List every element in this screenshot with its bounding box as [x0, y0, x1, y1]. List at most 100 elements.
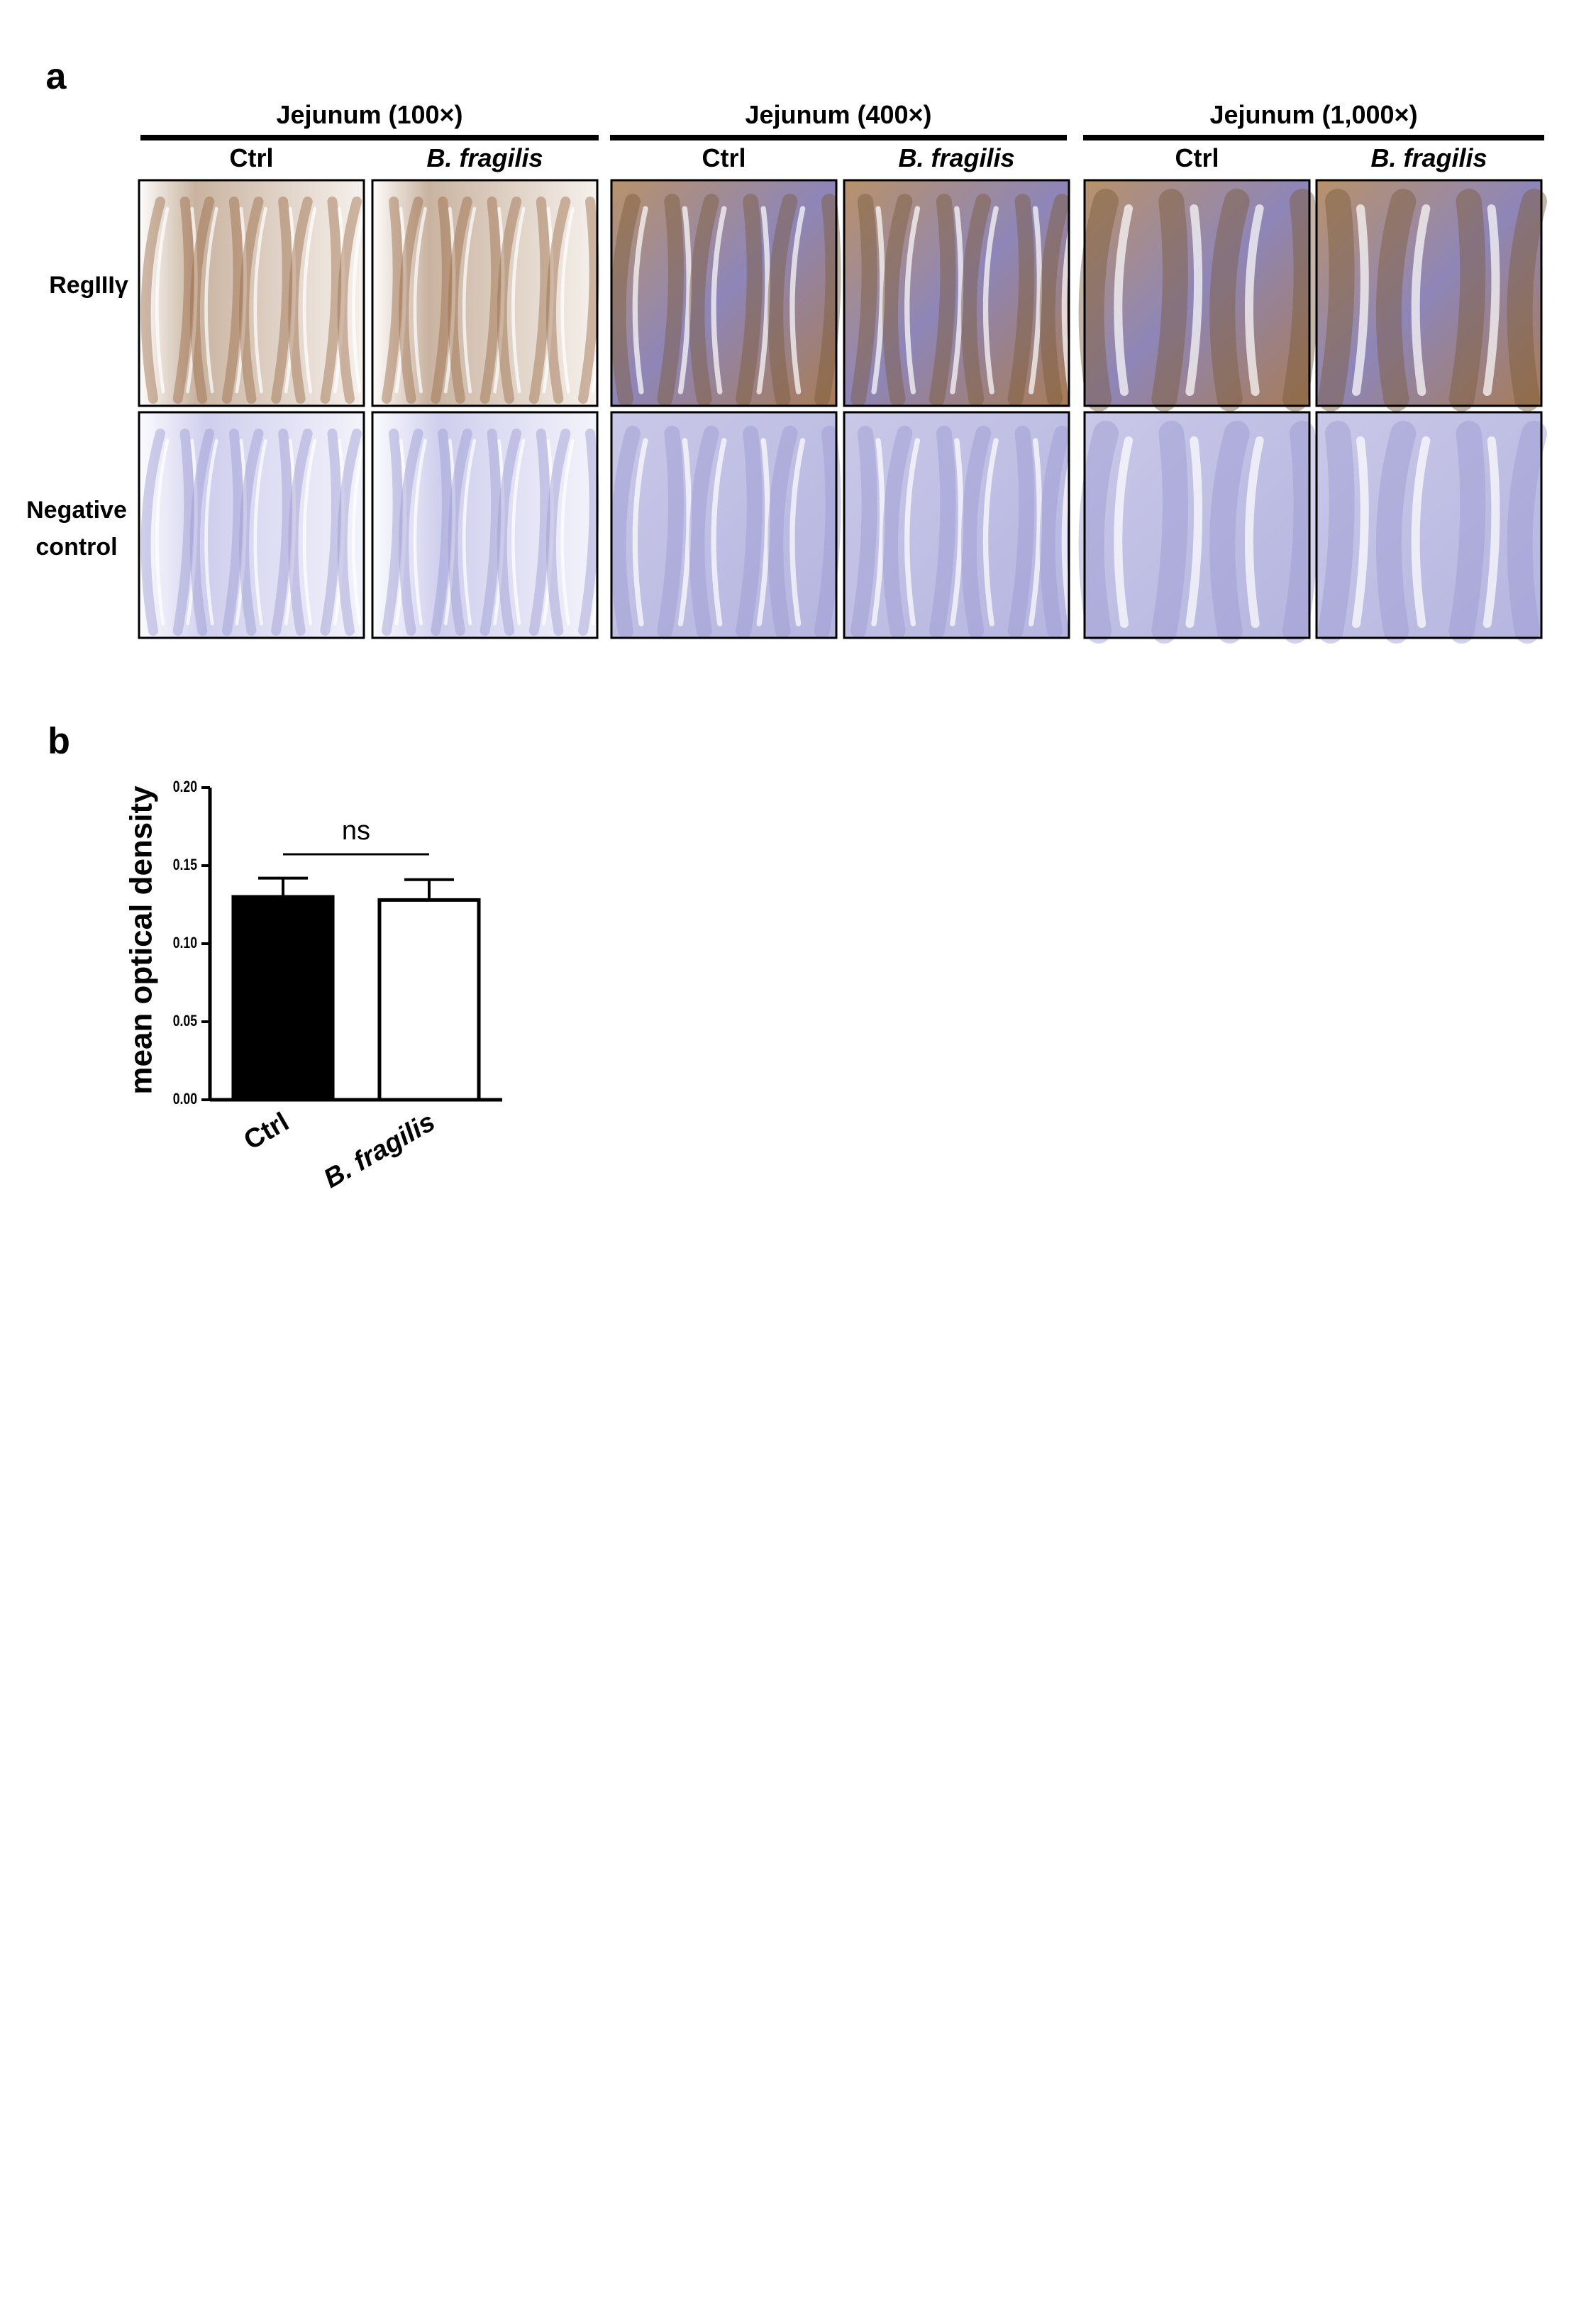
lumen	[756, 438, 770, 627]
tissue-texture	[399, 197, 423, 404]
tissue-texture	[288, 429, 313, 636]
tissue-texture	[1209, 421, 1250, 644]
lumen	[1185, 436, 1203, 628]
lumen	[560, 438, 575, 626]
y-tick-label: 0.15	[173, 856, 197, 873]
lumen	[1028, 206, 1043, 395]
lumen	[493, 206, 505, 394]
lumen	[186, 438, 198, 626]
lumen	[789, 438, 806, 627]
row-label: Negative control	[26, 497, 127, 561]
micrograph-border	[371, 179, 599, 407]
tissue-texture	[736, 426, 763, 639]
tissue-texture	[610, 194, 641, 407]
tissue-texture	[1007, 194, 1035, 407]
tissue-texture	[545, 197, 571, 404]
tissue-texture	[497, 197, 522, 404]
tissue-texture	[929, 194, 956, 407]
lumen	[1185, 204, 1203, 396]
tissue-texture	[578, 429, 599, 636]
tissue-texture	[480, 429, 501, 636]
lumen	[982, 438, 999, 627]
lumen	[284, 438, 297, 626]
group-title: Jejunum (400×)	[745, 100, 932, 129]
lumen	[789, 206, 806, 395]
lumen	[351, 206, 366, 394]
tissue-texture	[320, 197, 341, 404]
lumen	[632, 206, 648, 395]
lumen	[302, 438, 317, 626]
lumen	[711, 438, 727, 627]
tissue-texture	[431, 197, 452, 404]
micrograph	[1317, 180, 1541, 406]
y-tick-label: 0.10	[173, 934, 197, 951]
micrograph-border	[371, 411, 599, 639]
lumen	[677, 438, 692, 627]
lumen	[394, 438, 407, 626]
y-tick-label: 0.05	[173, 1013, 197, 1030]
micrograph	[372, 412, 597, 638]
lumen	[253, 438, 267, 626]
tissue-texture	[767, 426, 798, 639]
group-title: Jejunum (100×)	[276, 100, 463, 129]
panel-label: b	[48, 721, 70, 762]
micrograph-border	[1315, 411, 1543, 639]
micrograph	[139, 412, 364, 638]
bar	[377, 898, 481, 1102]
tissue-texture	[1078, 421, 1119, 644]
lumen	[677, 206, 692, 395]
column-label: Ctrl	[1175, 143, 1219, 172]
tissue-texture	[448, 429, 472, 636]
significance-label: ns	[342, 816, 370, 846]
tissue-texture	[221, 429, 243, 636]
tissue-texture	[1078, 189, 1119, 412]
lumen	[904, 206, 921, 395]
tissue-texture	[1507, 421, 1547, 644]
tissue-texture	[528, 197, 550, 404]
tissue-texture	[1318, 421, 1355, 644]
tissue-texture	[1375, 421, 1417, 644]
tissue-texture	[271, 197, 292, 404]
lumen	[235, 206, 247, 394]
micrograph-border	[1083, 179, 1311, 407]
lumen	[462, 206, 477, 394]
lumen	[186, 206, 198, 394]
tissue-texture	[480, 197, 501, 404]
y-tick-label: 0.20	[173, 778, 197, 795]
lumen	[284, 206, 297, 394]
tissue-texture	[736, 194, 763, 407]
lumen	[542, 438, 554, 626]
lumen	[1061, 206, 1077, 395]
tissue-texture	[140, 197, 165, 404]
tissue-texture	[1039, 426, 1070, 639]
lumen	[1483, 436, 1500, 628]
lumen	[333, 438, 345, 626]
tissue-texture	[1282, 189, 1319, 412]
lumen	[1244, 204, 1264, 396]
tissue-texture	[382, 429, 403, 636]
lumen	[511, 438, 526, 626]
tissue-texture	[320, 429, 341, 636]
tissue-texture	[337, 429, 362, 636]
tissue-texture	[814, 194, 841, 407]
lumen	[253, 206, 267, 394]
lumen	[982, 206, 999, 395]
tissue-texture	[1318, 189, 1355, 412]
tissue-texture	[610, 426, 641, 639]
lumen	[493, 438, 505, 626]
lumen	[1352, 436, 1369, 628]
panel-label: a	[45, 56, 67, 97]
lumen	[413, 438, 427, 626]
tissue-texture	[960, 426, 992, 639]
micrographs	[138, 179, 1561, 644]
tissue-texture	[221, 197, 243, 404]
lumen	[542, 206, 554, 394]
x-tick-label: B. fragilis	[319, 1107, 440, 1194]
tissue-texture	[545, 429, 571, 636]
lumen	[443, 438, 456, 626]
lumen	[155, 206, 170, 394]
micrograph-border	[610, 411, 838, 639]
tissue-texture	[1151, 189, 1188, 412]
group-title: Jejunum (1,000×)	[1209, 100, 1418, 129]
